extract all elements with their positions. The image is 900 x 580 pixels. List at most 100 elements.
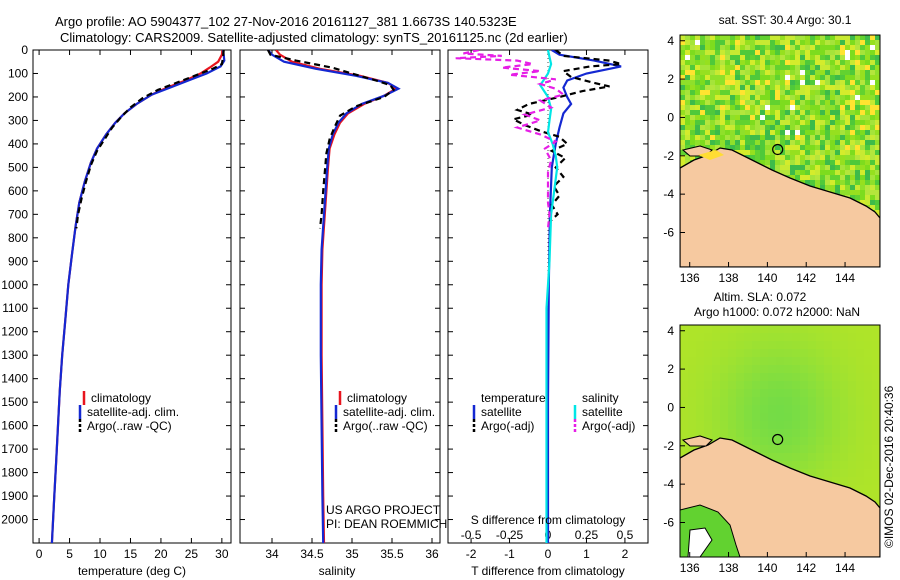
sst-cell	[865, 150, 870, 155]
sst-cell	[755, 60, 760, 65]
sla-cell	[776, 381, 784, 389]
sst-cell	[825, 65, 830, 70]
sst-cell	[820, 180, 825, 185]
sst-cell	[755, 115, 760, 120]
sst-cell	[870, 170, 875, 175]
sla-cell	[712, 349, 720, 357]
sst-cell	[830, 85, 835, 90]
sla-cell	[680, 413, 688, 421]
sst-cell	[820, 130, 825, 135]
sst-cell	[780, 70, 785, 75]
sst-cell	[785, 65, 790, 70]
sst-cell	[720, 35, 725, 40]
sla-cell	[840, 405, 848, 413]
sst-cell	[815, 155, 820, 160]
sst-cell	[790, 120, 795, 125]
x2-tick-label: 0.5	[617, 528, 634, 542]
sst-cell	[765, 50, 770, 55]
sst-cell	[795, 85, 800, 90]
sst-cell	[690, 85, 695, 90]
sst-cell	[810, 60, 815, 65]
sst-cell	[725, 90, 730, 95]
sst-cell	[855, 175, 860, 180]
sst-cell	[725, 110, 730, 115]
sst-cell	[775, 125, 780, 130]
sst-cell	[805, 160, 810, 165]
sst-cell	[800, 175, 805, 180]
sst-cell	[840, 160, 845, 165]
sst-cell	[865, 90, 870, 95]
sla-cell	[840, 373, 848, 381]
sst-cell	[815, 100, 820, 105]
sst-cell	[800, 160, 805, 165]
sst-cell	[850, 130, 855, 135]
sst-cell	[685, 140, 690, 145]
sst-cell	[840, 55, 845, 60]
sla-cell	[736, 381, 744, 389]
sst-cell	[845, 95, 850, 100]
depth-tick-label: 800	[8, 231, 28, 245]
sst-cell	[695, 75, 700, 80]
sst-cell	[840, 50, 845, 55]
sst-cell	[790, 60, 795, 65]
sla-cell	[776, 453, 784, 461]
sst-cell	[820, 160, 825, 165]
sst-cell	[700, 100, 705, 105]
sst-cell	[765, 100, 770, 105]
sla-cell	[832, 341, 840, 349]
sst-cell	[870, 115, 875, 120]
sst-cell	[860, 155, 865, 160]
sst-cell	[760, 65, 765, 70]
sst-cell	[815, 110, 820, 115]
sla-cell	[680, 373, 688, 381]
sst-cell	[810, 180, 815, 185]
sst-cell	[795, 45, 800, 50]
sst-cell	[825, 75, 830, 80]
sla-cell	[840, 325, 848, 333]
sst-cell	[720, 140, 725, 145]
sst-cell	[850, 75, 855, 80]
sla-cell	[864, 341, 872, 349]
sst-cell	[800, 95, 805, 100]
sst-cell	[820, 135, 825, 140]
x-tick-label: 20	[154, 547, 168, 561]
sst-cell	[815, 80, 820, 85]
sla-cell	[696, 405, 704, 413]
sst-cell	[875, 145, 880, 150]
sst-cell	[680, 130, 685, 135]
sst-cell	[745, 120, 750, 125]
sst-cell	[690, 105, 695, 110]
sst-cell	[875, 70, 880, 75]
sst-cell	[835, 105, 840, 110]
sst-cell	[745, 75, 750, 80]
sst-cell	[805, 45, 810, 50]
sla-cell	[800, 437, 808, 445]
sst-cell	[765, 35, 770, 40]
series-line-satellite-adj-clim-	[267, 50, 401, 543]
sst-cell	[765, 45, 770, 50]
sst-cell	[855, 180, 860, 185]
sla-cell	[792, 397, 800, 405]
sst-cell	[800, 165, 805, 170]
sla-cell	[704, 429, 712, 437]
sst-cell	[690, 50, 695, 55]
lon-tick-label: 144	[835, 271, 855, 285]
sst-cell	[845, 100, 850, 105]
sla-cell	[848, 453, 856, 461]
sst-cell	[835, 35, 840, 40]
sst-cell	[870, 205, 875, 210]
sst-cell	[765, 75, 770, 80]
sst-cell	[725, 80, 730, 85]
sst-cell	[845, 170, 850, 175]
sst-cell	[805, 125, 810, 130]
sla-cell	[728, 373, 736, 381]
sst-cell	[680, 155, 685, 160]
sst-cell	[845, 110, 850, 115]
sst-cell	[705, 115, 710, 120]
sla-cell	[720, 429, 728, 437]
sst-cell	[875, 40, 880, 45]
sla-cell	[760, 421, 768, 429]
sla-cell	[760, 381, 768, 389]
sla-cell	[768, 437, 776, 445]
sst-cell	[820, 155, 825, 160]
